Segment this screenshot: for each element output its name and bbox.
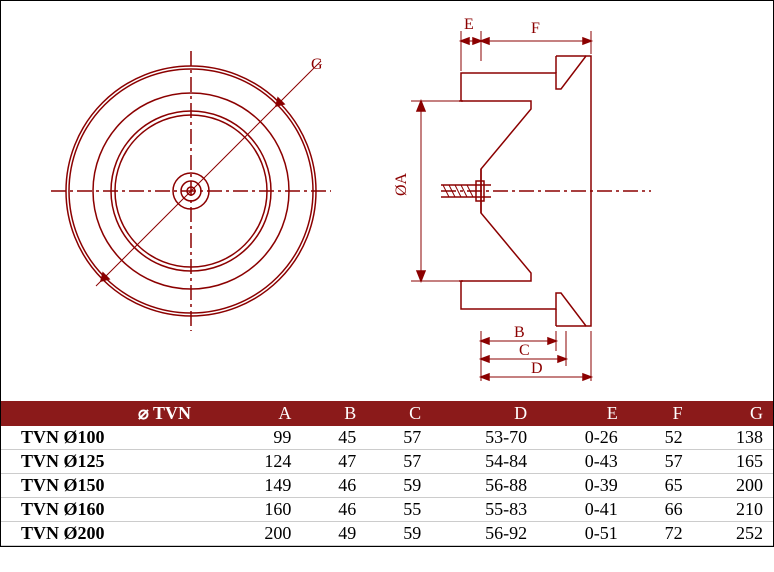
header-col-a: A (221, 401, 301, 426)
cell: 160 (221, 498, 301, 522)
cell: 165 (693, 450, 773, 474)
dim-label-e: E (464, 16, 474, 33)
cell: 49 (301, 522, 366, 546)
cell: 99 (221, 426, 301, 450)
cell-model: TVN Ø150 (1, 474, 221, 498)
cell: 53-70 (431, 426, 537, 450)
cell: 46 (301, 474, 366, 498)
cell: 0-26 (537, 426, 628, 450)
cell: 200 (221, 522, 301, 546)
technical-drawing: G (1, 1, 773, 401)
header-col-f: F (628, 401, 693, 426)
cell-model: TVN Ø200 (1, 522, 221, 546)
cell: 65 (628, 474, 693, 498)
table-row: TVN Ø125 124 47 57 54-84 0-43 57 165 (1, 450, 773, 474)
cell: 210 (693, 498, 773, 522)
cell: 72 (628, 522, 693, 546)
cell: 0-43 (537, 450, 628, 474)
figure-container: G (0, 0, 774, 547)
drawing-svg: G (1, 1, 773, 401)
dim-label-f: F (531, 20, 540, 37)
dimensions-table: ⌀ TVN A B C D E F G TVN Ø100 99 45 57 53… (1, 401, 773, 546)
table-row: TVN Ø200 200 49 59 56-92 0-51 72 252 (1, 522, 773, 546)
cell: 57 (366, 426, 431, 450)
side-view: ØA E F (393, 16, 651, 381)
cell: 47 (301, 450, 366, 474)
cell: 149 (221, 474, 301, 498)
cell: 59 (366, 474, 431, 498)
dim-label-c: C (519, 342, 530, 359)
cell: 0-51 (537, 522, 628, 546)
cell: 56-92 (431, 522, 537, 546)
cell: 57 (628, 450, 693, 474)
cell: 46 (301, 498, 366, 522)
table-row: TVN Ø100 99 45 57 53-70 0-26 52 138 (1, 426, 773, 450)
cell: 52 (628, 426, 693, 450)
cell: 45 (301, 426, 366, 450)
header-col-b: B (301, 401, 366, 426)
table-row: TVN Ø160 160 46 55 55-83 0-41 66 210 (1, 498, 773, 522)
cell: 55 (366, 498, 431, 522)
dim-label-g: G (311, 56, 323, 73)
cell: 57 (366, 450, 431, 474)
cell: 54-84 (431, 450, 537, 474)
dim-label-b: B (514, 324, 525, 341)
cell: 252 (693, 522, 773, 546)
dim-label-a: ØA (393, 172, 410, 196)
cell: 0-41 (537, 498, 628, 522)
header-col-e: E (537, 401, 628, 426)
cell: 55-83 (431, 498, 537, 522)
cell-model: TVN Ø125 (1, 450, 221, 474)
header-model: ⌀ TVN (1, 401, 221, 426)
cell-model: TVN Ø100 (1, 426, 221, 450)
header-col-d: D (431, 401, 537, 426)
front-view: G (51, 51, 331, 331)
table-row: TVN Ø150 149 46 59 56-88 0-39 65 200 (1, 474, 773, 498)
header-col-c: C (366, 401, 431, 426)
cell: 59 (366, 522, 431, 546)
cell: 124 (221, 450, 301, 474)
table-body: TVN Ø100 99 45 57 53-70 0-26 52 138 TVN … (1, 426, 773, 546)
dim-label-d: D (531, 360, 543, 377)
cell: 200 (693, 474, 773, 498)
cell: 56-88 (431, 474, 537, 498)
cell-model: TVN Ø160 (1, 498, 221, 522)
table-header-row: ⌀ TVN A B C D E F G (1, 401, 773, 426)
cell: 138 (693, 426, 773, 450)
cell: 0-39 (537, 474, 628, 498)
cell: 66 (628, 498, 693, 522)
header-col-g: G (693, 401, 773, 426)
